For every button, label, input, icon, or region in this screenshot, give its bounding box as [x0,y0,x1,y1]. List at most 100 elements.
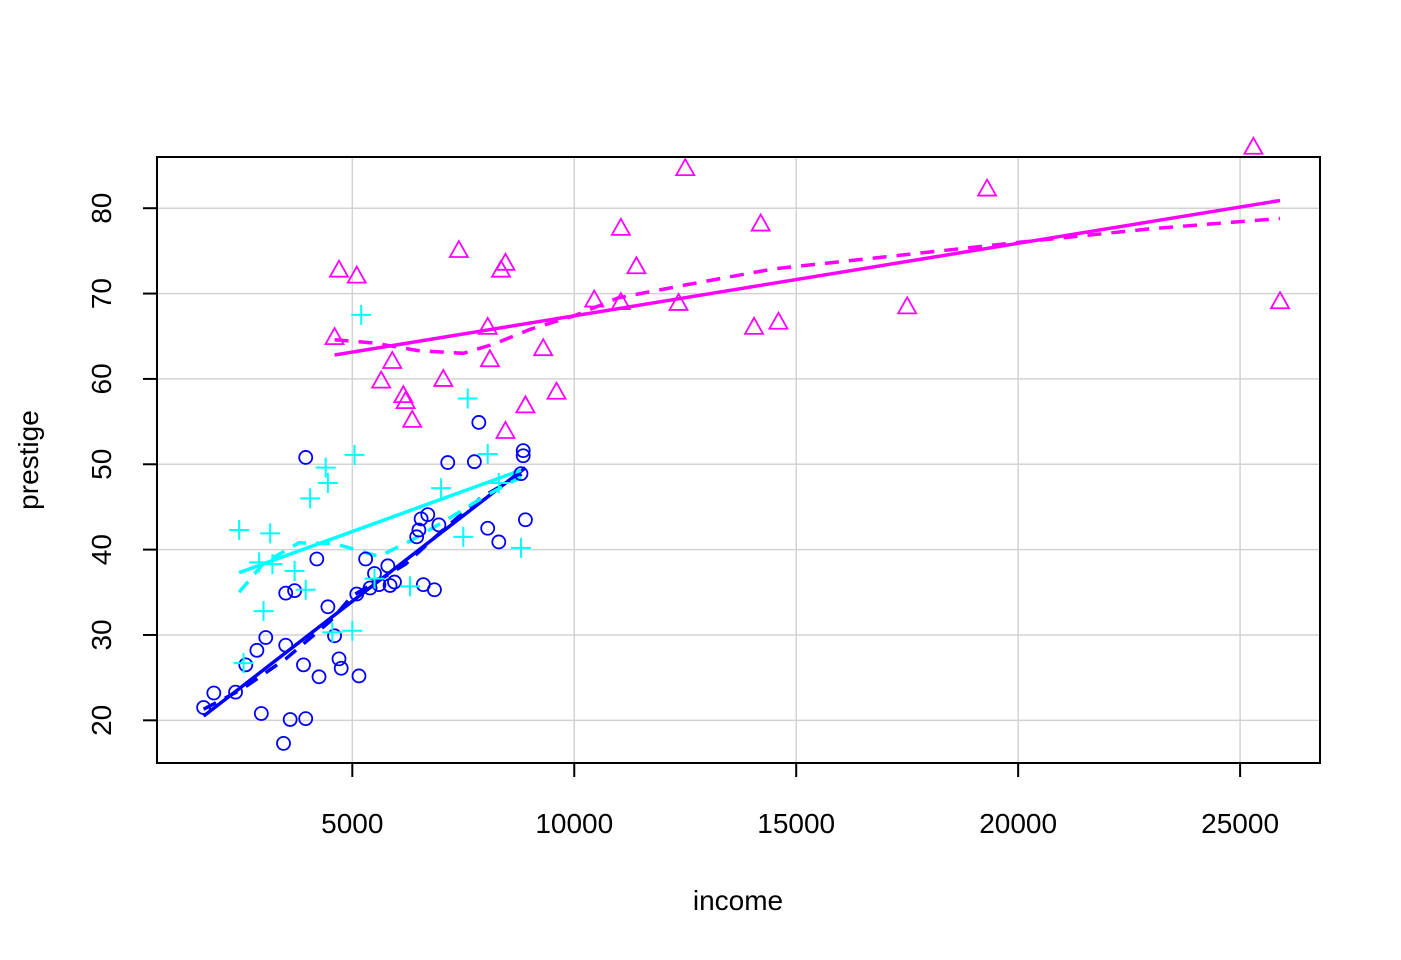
data-point-triangle [477,316,499,335]
linear-fit-line [334,198,1281,357]
data-point-triangle [494,420,516,439]
x-tick-label: 10000 [535,808,613,839]
data-point-plus [351,304,372,325]
data-point-plus [233,653,254,674]
data-point-circle [440,455,456,470]
data-point-triangle [395,390,417,410]
data-point-circle [513,466,529,482]
grid-lines [157,157,1320,763]
data-point-triangle [479,348,501,368]
data-point-triangle [610,217,632,236]
data-point-circle [331,651,347,667]
x-tick-label: 20000 [979,808,1057,839]
y-axis-title: prestige [13,410,44,510]
y-tick-label: 30 [86,619,117,650]
plot-frame [156,156,1321,764]
data-point-circle [471,415,487,430]
data-point-plus [453,526,474,547]
data-point-circle [491,534,507,550]
data-point-triangle [514,394,536,414]
data-point-triangle [743,316,765,335]
data-point-circle [258,630,274,645]
data-point-circle [278,637,294,653]
data-point-circle [276,735,291,751]
data-point-triangle [625,255,647,275]
data-point-triangle [324,326,346,345]
data-point-triangle [750,212,772,232]
data-point-circle [278,585,294,601]
data-point-circle [411,522,427,538]
data-point-triangle [346,264,368,284]
data-point-circle [253,706,269,721]
data-point-triangle [610,291,632,310]
x-tick-label: 15000 [757,808,835,839]
data-point-triangle [448,239,470,258]
data-point-circle [480,520,496,536]
fit-lines [202,198,1281,718]
smooth-fit-line [202,470,527,711]
data-point-triangle [381,350,403,369]
data-point-circle [420,507,436,523]
data-point-triangle [401,409,423,428]
data-point-plus [300,488,321,509]
data-point-triangle [545,380,568,400]
data-point-plus [315,457,336,478]
data-point-circle [351,668,367,684]
y-tick-label: 40 [86,534,117,565]
y-tick-label: 50 [86,449,117,480]
data-point-circle [320,599,336,615]
data-point-triangle [328,258,350,278]
data-point-plus [457,388,478,409]
data-point-circle [427,582,442,598]
data-point-plus [229,519,250,540]
data-point-circle [380,558,396,574]
data-point-triangle [494,252,516,271]
data-point-circle [296,657,311,673]
data-point-plus [295,579,316,600]
y-tick-label: 80 [86,193,117,224]
data-point-plus [400,576,421,597]
data-point-plus [488,473,509,494]
data-point-circle [298,450,314,465]
data-point-triangle [674,157,696,176]
x-tick-label: 5000 [321,808,383,839]
data-point-plus [342,620,363,641]
data-point-circle [309,551,325,567]
data-point-circle [196,700,212,715]
data-points [196,135,1291,751]
data-point-plus [477,444,498,465]
y-tick-label: 20 [86,705,117,736]
data-point-plus [253,601,274,622]
data-point-plus [510,537,531,558]
data-point-triangle [1269,290,1291,310]
data-point-circle [382,578,398,593]
data-point-circle [515,443,531,459]
data-point-triangle [532,337,554,357]
data-point-circle [298,711,314,727]
data-point-plus [317,473,338,494]
x-axis-title: income [693,885,783,916]
y-tick-label: 60 [86,363,117,394]
data-point-triangle [370,369,392,389]
data-point-plus [262,554,283,575]
data-point-circle [362,580,378,596]
data-point-plus [431,478,452,499]
data-point-triangle [976,177,998,197]
data-point-circle [518,512,533,528]
data-point-circle [311,669,327,685]
data-point-triangle [432,368,454,387]
data-point-plus [364,568,385,589]
data-point-circle [358,551,374,567]
data-point-circle [238,657,254,673]
data-point-plus [249,552,270,573]
linear-fit-line [238,468,522,575]
x-axis: 5000 10000 15000 20000 25000 [321,762,1279,839]
data-point-circle [249,642,265,658]
y-axis: 20 30 40 50 60 70 80 [86,193,158,736]
data-point-plus [322,622,343,643]
data-point-circle [206,685,222,701]
x-tick-label: 25000 [1201,808,1279,839]
data-point-circle [349,586,365,602]
data-point-circle [387,574,402,590]
